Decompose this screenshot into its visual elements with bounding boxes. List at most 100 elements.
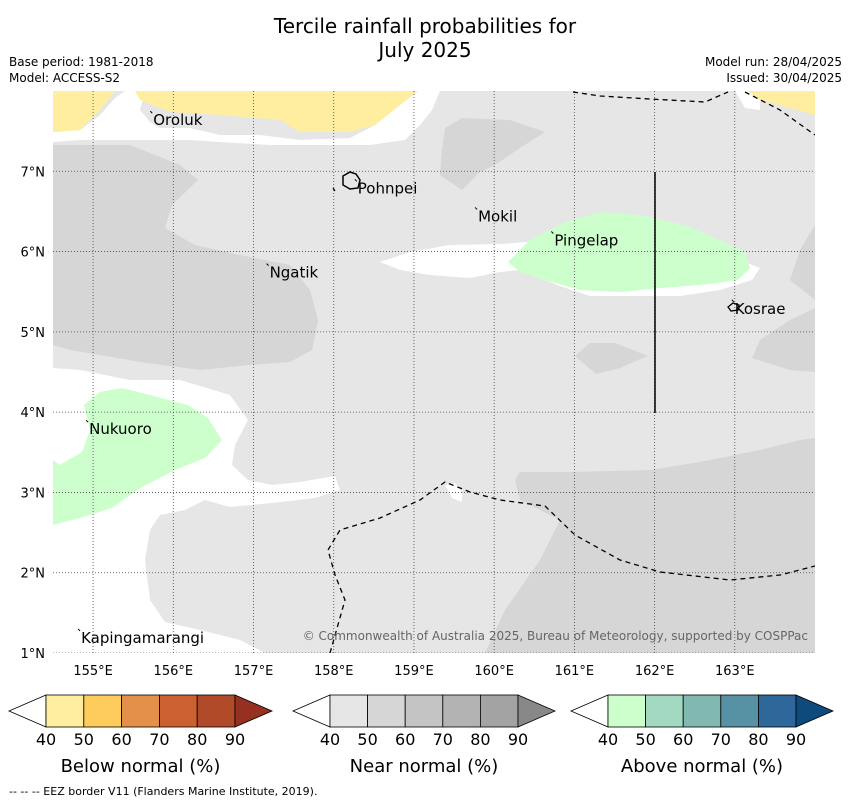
no-signal-region	[53, 91, 440, 145]
place-label-nukuoro: Nukuoro	[89, 420, 152, 438]
colorbar-segment	[607, 694, 646, 728]
run-info: Model run: 28/04/2025 Issued: 30/04/2025	[705, 54, 842, 86]
near-normal-50-region	[575, 343, 648, 374]
colorbar-segment	[645, 694, 684, 728]
colorbar-label: Above normal (%)	[621, 756, 783, 777]
issued-date: Issued: 30/04/2025	[726, 71, 842, 85]
above-normal-40-region	[508, 212, 750, 292]
lat-tick-label: 1°N	[21, 647, 46, 662]
lat-tick-label: 7°N	[21, 165, 46, 180]
colorbar-tick-label: 80	[470, 730, 490, 749]
title-line-2: July 2025	[378, 38, 472, 62]
below-normal-40-region	[53, 91, 115, 132]
colorbar-over-triangle	[234, 694, 274, 728]
lon-tick-label: 156°E	[154, 664, 194, 679]
place-markers: Oroluk Pohnpei Mokil Pingelap Ngatik Kosrae Nu…	[77, 110, 786, 647]
place-marker	[731, 299, 735, 303]
model-name: Model: ACCESS-S2	[9, 71, 121, 85]
eez-border-line	[327, 481, 815, 653]
colorbar-segment	[329, 694, 368, 728]
lat-tick-label: 5°N	[21, 326, 46, 341]
place-label-oroluk: Oroluk	[153, 111, 202, 129]
lat-tick-label: 3°N	[21, 486, 46, 501]
colorbar-tick-label: 50	[635, 730, 655, 749]
colorbar-tick-label: 90	[225, 730, 245, 749]
colorbar-under-triangle	[7, 694, 47, 728]
lon-tick-label: 159°E	[394, 664, 434, 679]
colorbar-segment	[479, 694, 519, 728]
place-marker	[77, 628, 81, 632]
near-normal-50-region	[790, 225, 815, 300]
eez-footnote: -- -- -- EEZ border V11 (Flanders Marine…	[9, 785, 318, 798]
colorbar-tick-label: 80	[748, 730, 768, 749]
near-normal-50-region	[440, 118, 545, 190]
colorbar-tick-label: 40	[36, 730, 56, 749]
base-period: Base period: 1981-2018	[9, 55, 154, 69]
model-run: Model run: 28/04/2025	[704, 55, 842, 69]
lon-tick-label: 155°E	[73, 664, 113, 679]
colorbar-tick-label: 60	[395, 730, 415, 749]
colorbar-label: Near normal (%)	[350, 756, 499, 777]
below-normal-40-region	[748, 91, 815, 115]
colorbar-segment	[404, 694, 444, 728]
kosrae-island-outline	[727, 302, 740, 312]
lat-tick-label: 4°N	[21, 406, 46, 421]
near-normal-50-region	[752, 308, 815, 372]
place-label-pingelap: Pingelap	[554, 232, 618, 250]
map-area: Oroluk Pohnpei Mokil Pingelap Ngatik Kosrae Nu…	[53, 91, 815, 653]
place-marker	[149, 110, 153, 114]
place-label-kapingamarangi: Kapingamarangi	[81, 629, 204, 647]
colorbar-under-triangle	[291, 694, 331, 728]
lon-tick-label: 157°E	[234, 664, 274, 679]
lon-tick-label: 161°E	[555, 664, 595, 679]
below-normal-40-region	[135, 91, 418, 132]
place-label-ngatik: Ngatik	[270, 264, 319, 282]
colorbar-tick-label: 50	[74, 730, 94, 749]
near-normal-50-region	[485, 438, 815, 653]
colorbar-tick-label: 50	[357, 730, 377, 749]
place-marker	[474, 207, 478, 210]
colorbar-segment	[367, 694, 406, 728]
colorbar-tick-label: 40	[598, 730, 618, 749]
title-line-1: Tercile rainfall probabilities for	[273, 14, 577, 38]
place-label-mokil: Mokil	[478, 207, 517, 225]
place-marker	[266, 263, 269, 266]
colorbar-segment	[758, 694, 797, 728]
colorbar-segment	[121, 694, 160, 728]
island-mark	[332, 187, 336, 192]
colorbar-over-triangle	[795, 694, 835, 728]
colorbar-tick-label: 60	[673, 730, 693, 749]
colorbar-label: Below normal (%)	[61, 756, 221, 777]
colorbar-under-triangle	[569, 694, 609, 728]
model-info: Base period: 1981-2018 Model: ACCESS-S2	[9, 54, 154, 86]
colorbar-tick-label: 70	[711, 730, 731, 749]
above-normal-40-region	[53, 388, 222, 525]
place-marker	[354, 178, 358, 182]
no-signal-region	[735, 91, 760, 110]
eez-border-line	[572, 91, 815, 136]
colorbar-segment	[45, 694, 85, 728]
colorbar-segment	[720, 694, 759, 728]
axis-tick-labels: 155°E 156°E 157°E 158°E 159°E 160°E 161°E 162°E…	[21, 165, 755, 679]
colorbar-segment	[196, 694, 236, 728]
copyright-text: © Commonwealth of Australia 2025, Bureau…	[303, 629, 808, 643]
colorbar-tick-label: 70	[433, 730, 453, 749]
map-title: Tercile rainfall probabilities for July …	[0, 14, 850, 62]
colorbar-tick-label: 70	[149, 730, 169, 749]
colorbar-segment	[442, 694, 481, 728]
place-label-kosrae: Kosrae	[735, 300, 786, 318]
lat-tick-label: 2°N	[21, 567, 46, 582]
lon-tick-label: 162°E	[635, 664, 675, 679]
colorbar-tick-label: 40	[320, 730, 340, 749]
colorbar-segment	[83, 694, 123, 728]
place-marker	[550, 231, 554, 234]
colorbar-segment	[682, 694, 722, 728]
colorbar-tick-label: 80	[187, 730, 207, 749]
lon-tick-label: 160°E	[474, 664, 514, 679]
near-normal-50-region	[53, 145, 318, 370]
lon-tick-label: 163°E	[715, 664, 755, 679]
pohnpei-island-outline	[342, 171, 361, 190]
colorbar-tick-label: 60	[111, 730, 131, 749]
